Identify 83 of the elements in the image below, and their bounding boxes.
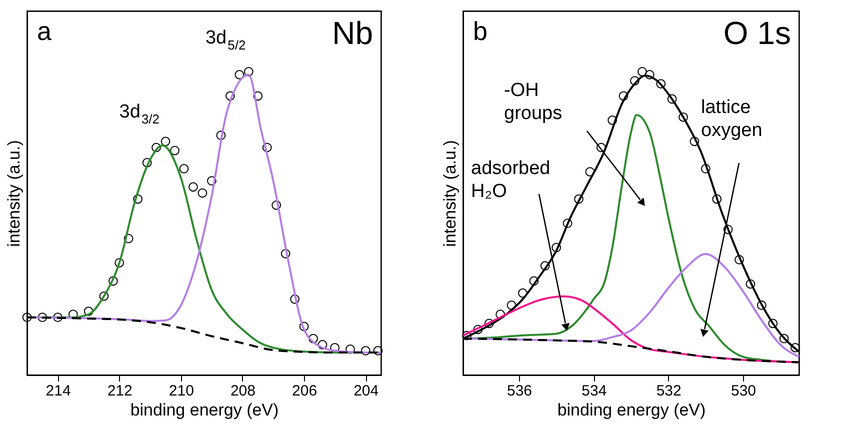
point <box>234 70 244 80</box>
point <box>114 258 124 268</box>
text: O 1s <box>723 15 791 51</box>
x-tick-label: 530 <box>730 382 756 400</box>
x-tick-label: 206 <box>292 382 318 400</box>
x-tick-label: 532 <box>656 382 682 400</box>
point <box>700 164 710 174</box>
point <box>529 276 539 286</box>
x-axis-title: binding energy (eV) <box>557 400 706 420</box>
x-tick-label: 536 <box>506 382 532 400</box>
point <box>142 158 152 168</box>
point <box>723 224 733 234</box>
text: a <box>37 16 52 46</box>
point <box>656 79 666 88</box>
point <box>779 334 789 344</box>
point <box>644 70 654 80</box>
point <box>562 218 572 228</box>
text: Nb <box>332 15 373 51</box>
point <box>574 194 584 204</box>
point <box>207 176 216 186</box>
point <box>746 279 756 289</box>
point <box>540 261 550 270</box>
y-axis-title: intensity (a.u.) <box>440 140 460 247</box>
point <box>608 116 618 125</box>
point <box>108 276 118 286</box>
point <box>272 200 282 210</box>
point <box>318 340 328 350</box>
point <box>188 182 198 192</box>
x-tick-label: 208 <box>230 382 256 400</box>
point <box>518 288 528 298</box>
point <box>618 91 628 101</box>
point <box>216 130 226 140</box>
point <box>734 255 744 264</box>
point <box>170 146 180 156</box>
point <box>552 242 562 252</box>
point <box>638 66 647 76</box>
x-axis-title: binding energy (eV) <box>130 400 279 420</box>
point <box>244 66 254 76</box>
point <box>360 346 370 356</box>
point <box>160 136 170 146</box>
point <box>22 312 32 322</box>
point <box>198 188 208 198</box>
point <box>473 324 483 334</box>
point <box>690 136 700 146</box>
annotation: adsorbed H₂O <box>471 158 550 202</box>
point <box>484 318 494 328</box>
point <box>99 291 109 301</box>
point <box>373 346 383 356</box>
point <box>768 318 778 328</box>
point <box>225 91 235 101</box>
y-axis-title: intensity (a.u.) <box>4 140 24 247</box>
x-tick-label: 214 <box>46 382 71 400</box>
point <box>756 300 766 310</box>
point <box>124 234 134 244</box>
x-tick-label: 212 <box>107 382 132 400</box>
point <box>179 164 189 174</box>
point <box>596 142 606 152</box>
point <box>253 91 263 101</box>
annotation: -OH groups <box>504 80 562 124</box>
point <box>68 310 78 320</box>
point <box>308 334 318 344</box>
point <box>667 94 677 104</box>
x-tick-label: 534 <box>582 382 607 400</box>
point <box>506 300 516 310</box>
point <box>585 167 595 176</box>
point <box>290 294 300 304</box>
point <box>53 312 62 322</box>
point <box>152 142 161 152</box>
point <box>38 312 48 322</box>
point <box>712 194 722 204</box>
point <box>346 344 355 354</box>
point <box>280 248 290 258</box>
point <box>790 343 800 352</box>
point <box>299 322 309 332</box>
point <box>262 142 272 152</box>
x-tick-label: 210 <box>168 382 194 400</box>
x-tick-label: 204 <box>354 382 379 400</box>
point <box>678 112 688 122</box>
point <box>133 194 142 204</box>
point <box>630 76 640 86</box>
point <box>84 306 94 316</box>
annotation: lattice oxygen <box>701 97 762 141</box>
text: b <box>473 16 488 46</box>
